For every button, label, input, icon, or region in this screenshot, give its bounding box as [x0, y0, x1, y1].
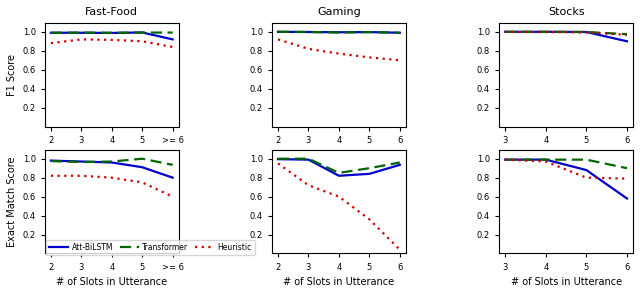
Title: Fast-Food: Fast-Food — [85, 7, 138, 17]
X-axis label: # of Slots in Utterance: # of Slots in Utterance — [284, 277, 394, 287]
Legend: Att-BiLSTM, Transformer, Heuristic: Att-BiLSTM, Transformer, Heuristic — [46, 240, 255, 255]
Title: Gaming: Gaming — [317, 7, 361, 17]
X-axis label: # of Slots in Utterance: # of Slots in Utterance — [56, 277, 167, 287]
Y-axis label: F1 Score: F1 Score — [7, 54, 17, 96]
Title: Stocks: Stocks — [548, 7, 584, 17]
Y-axis label: Exact Match Score: Exact Match Score — [7, 157, 17, 247]
X-axis label: # of Slots in Utterance: # of Slots in Utterance — [511, 277, 621, 287]
